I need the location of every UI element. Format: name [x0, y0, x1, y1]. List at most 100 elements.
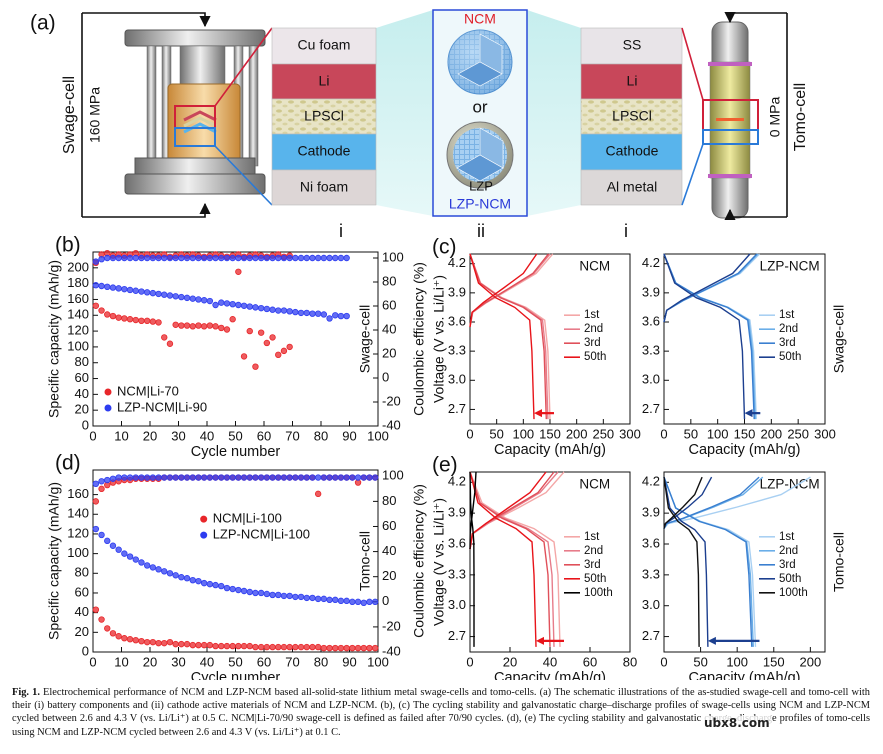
plot-frame — [663, 471, 826, 653]
data-point — [263, 254, 271, 262]
data-point — [115, 254, 122, 262]
data-point — [138, 559, 145, 566]
data-point — [343, 644, 350, 652]
caption-label: Fig. 1. — [12, 687, 40, 698]
data-point — [172, 474, 179, 481]
data-point — [275, 643, 282, 651]
x-tick-label: 150 — [539, 426, 561, 441]
data-point — [263, 643, 271, 651]
x-tick-label: 80 — [623, 654, 637, 669]
layer-label: SS — [623, 37, 642, 53]
data-point — [178, 322, 185, 329]
data-point — [178, 474, 185, 481]
data-point — [132, 636, 139, 644]
legend-label: 100th — [779, 587, 808, 599]
data-point — [303, 474, 310, 481]
data-point — [229, 474, 236, 481]
y-tick-label: 3.9 — [642, 505, 660, 520]
data-point — [178, 574, 185, 581]
data-point — [229, 254, 236, 262]
x-tick-label: 70 — [285, 654, 299, 669]
curve — [469, 471, 477, 647]
data-point — [366, 644, 373, 652]
legend-label: 2nd — [779, 323, 798, 335]
pressure-label: 160 MPa — [87, 87, 103, 143]
figure: (a) Swage-cell 160 MPa Cu foam Li LPSCl … — [30, 9, 847, 680]
data-point — [143, 474, 151, 481]
y2-tick-label: 80 — [382, 493, 396, 508]
y-tick-label: 80 — [75, 354, 89, 369]
data-point — [172, 293, 179, 300]
data-point — [257, 254, 265, 262]
data-point — [121, 285, 128, 293]
data-point — [332, 312, 339, 319]
data-point — [280, 347, 288, 355]
data-point — [337, 644, 345, 652]
data-point — [161, 334, 168, 341]
x-tick-label: 70 — [285, 428, 299, 443]
y2-tick-label: 20 — [382, 568, 396, 583]
data-point — [200, 641, 208, 649]
data-point — [360, 474, 367, 481]
data-point — [280, 307, 288, 314]
curve — [663, 476, 760, 647]
data-point — [138, 637, 145, 645]
x-tick-label: 100 — [512, 426, 534, 441]
data-point — [109, 475, 117, 482]
panel-label: (a) — [30, 12, 56, 35]
data-point — [246, 327, 253, 335]
data-point — [212, 301, 219, 309]
data-point — [326, 474, 333, 481]
layer-stack — [580, 27, 683, 206]
data-point — [212, 642, 219, 650]
data-point — [246, 474, 253, 481]
data-point — [206, 474, 214, 481]
data-point — [161, 568, 168, 575]
data-point — [206, 641, 214, 649]
x-tick-label: 60 — [257, 428, 271, 443]
layer-label: Li — [319, 73, 330, 89]
legend-label: 50th — [584, 351, 606, 363]
x-tick-label: 100 — [726, 654, 748, 669]
legend-swatch — [104, 404, 112, 412]
legend-swatch — [200, 515, 208, 523]
legend-label: 100th — [584, 587, 613, 599]
data-point — [218, 254, 225, 262]
swage-bracket — [81, 12, 211, 218]
data-point — [223, 642, 231, 650]
x-axis-label: Capacity (mAh/g) — [494, 670, 606, 680]
data-point — [235, 642, 242, 650]
y2-tick-label: 0 — [382, 593, 389, 608]
y-tick-label: 3.6 — [642, 313, 660, 328]
y2-tick-label: 60 — [382, 297, 396, 312]
tomo-cell-drawing — [681, 21, 759, 219]
data-point — [257, 329, 265, 336]
data-point — [252, 254, 259, 262]
data-point — [309, 474, 316, 481]
y2-tick-label: 100 — [382, 468, 404, 483]
x-tick-label: 0 — [660, 426, 667, 441]
lzp-ncm-particle — [446, 121, 514, 189]
data-point — [161, 474, 168, 481]
layer-label: Al metal — [607, 179, 658, 195]
y-tick-label: 120 — [67, 323, 89, 338]
data-point — [263, 590, 271, 598]
x-tick-label: 0 — [89, 428, 96, 443]
x-tick-label: 10 — [114, 654, 128, 669]
x-tick-label: 60 — [583, 654, 597, 669]
data-point — [155, 254, 162, 262]
data-point — [212, 581, 219, 589]
data-point — [332, 596, 339, 604]
data-point — [104, 283, 111, 290]
y2-tick-label: 20 — [382, 345, 396, 360]
data-point — [200, 323, 208, 330]
data-point — [303, 643, 310, 651]
data-point — [132, 556, 139, 563]
y-tick-label: 2.7 — [642, 401, 660, 416]
y-tick-label: 3.3 — [642, 566, 660, 581]
data-point — [280, 474, 288, 481]
data-point — [246, 303, 253, 310]
data-point — [257, 643, 265, 651]
data-point — [121, 474, 128, 481]
data-point — [92, 606, 100, 613]
